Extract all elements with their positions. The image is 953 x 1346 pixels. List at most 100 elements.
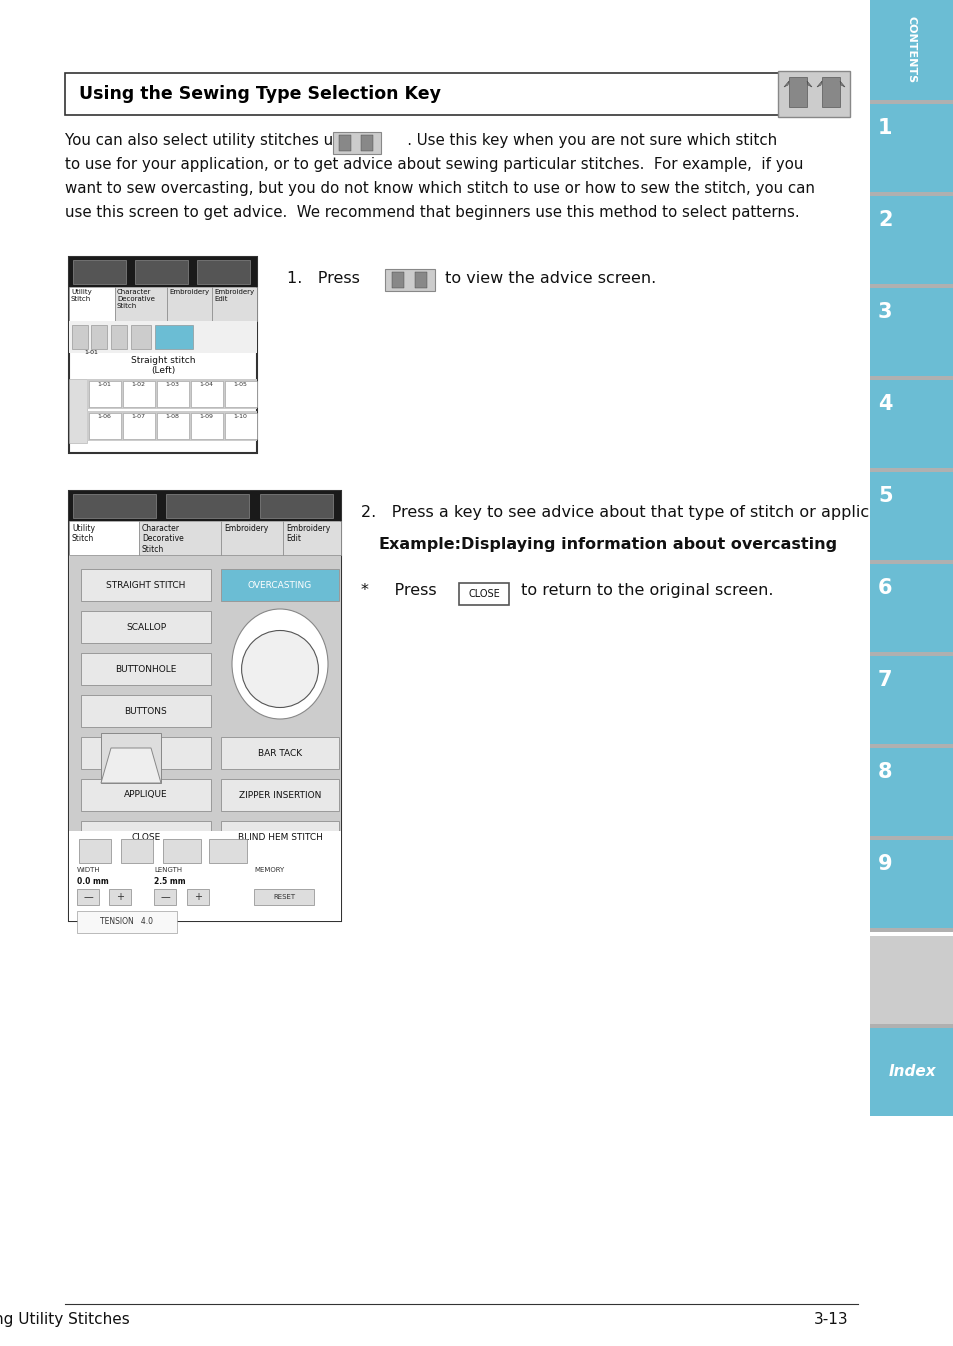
- Bar: [139, 521, 221, 555]
- Bar: [115, 287, 167, 320]
- Text: 1-05: 1-05: [233, 382, 247, 388]
- Bar: [196, 260, 250, 284]
- Bar: [71, 324, 88, 349]
- Text: 3-13: 3-13: [813, 1312, 847, 1327]
- Text: Using the Sewing Type Selection Key: Using the Sewing Type Selection Key: [79, 85, 440, 104]
- Bar: [77, 911, 177, 933]
- Bar: [123, 381, 154, 406]
- Bar: [81, 779, 211, 812]
- Bar: [221, 738, 338, 769]
- Bar: [869, 376, 953, 380]
- Bar: [81, 738, 211, 769]
- Bar: [166, 494, 249, 518]
- Bar: [69, 320, 256, 353]
- Text: ZIPPER INSERTION: ZIPPER INSERTION: [238, 790, 321, 800]
- Text: STRAIGHT STITCH: STRAIGHT STITCH: [106, 580, 186, 590]
- Text: 0.0 mm: 0.0 mm: [77, 878, 109, 886]
- Text: LENGTH: LENGTH: [153, 867, 182, 874]
- Text: 1-01: 1-01: [84, 350, 98, 355]
- Bar: [73, 494, 156, 518]
- Bar: [869, 0, 953, 100]
- Bar: [69, 491, 340, 921]
- Bar: [225, 413, 256, 439]
- Text: 1-01: 1-01: [97, 382, 112, 388]
- Bar: [869, 836, 953, 840]
- Bar: [778, 71, 849, 117]
- Bar: [163, 839, 201, 863]
- Bar: [869, 744, 953, 748]
- Text: 1-07: 1-07: [132, 415, 146, 419]
- Bar: [77, 888, 99, 905]
- Text: 2.   Press a key to see advice about that type of stitch or application.: 2. Press a key to see advice about that …: [360, 505, 914, 520]
- Text: WIDTH: WIDTH: [77, 867, 100, 874]
- Bar: [69, 257, 256, 287]
- Bar: [69, 555, 340, 830]
- Text: Embroidery: Embroidery: [224, 524, 268, 533]
- Text: 1-08: 1-08: [166, 415, 179, 419]
- Bar: [73, 260, 126, 284]
- Bar: [191, 381, 223, 406]
- Bar: [869, 100, 953, 104]
- Bar: [869, 1024, 953, 1028]
- Text: Utility
Stitch: Utility Stitch: [71, 289, 91, 302]
- Bar: [283, 521, 340, 555]
- Bar: [135, 260, 188, 284]
- Text: 1-02: 1-02: [132, 382, 146, 388]
- Text: Character
Decorative
Stitch: Character Decorative Stitch: [142, 524, 184, 553]
- Bar: [111, 324, 127, 349]
- Text: BLIND HEM STITCH: BLIND HEM STITCH: [237, 832, 322, 841]
- Text: *     Press: * Press: [360, 583, 436, 598]
- Bar: [91, 324, 107, 349]
- Bar: [333, 132, 380, 153]
- Text: 3: 3: [877, 302, 892, 322]
- Bar: [392, 272, 403, 288]
- Bar: [212, 287, 256, 320]
- Bar: [69, 830, 340, 921]
- Bar: [869, 380, 953, 468]
- Bar: [869, 935, 953, 1024]
- Bar: [81, 569, 211, 602]
- Text: BAR TACK: BAR TACK: [257, 748, 302, 758]
- Bar: [191, 413, 223, 439]
- Text: Displaying information about overcasting: Displaying information about overcasting: [460, 537, 836, 552]
- Bar: [869, 192, 953, 197]
- Bar: [221, 569, 338, 602]
- Bar: [360, 135, 373, 151]
- Bar: [869, 927, 953, 931]
- Text: 1.   Press: 1. Press: [287, 271, 359, 285]
- Text: Character
Decorative
Stitch: Character Decorative Stitch: [117, 289, 154, 310]
- Bar: [87, 380, 256, 409]
- Text: Example:: Example:: [378, 537, 461, 552]
- Bar: [869, 1028, 953, 1116]
- Bar: [109, 888, 131, 905]
- Text: 2: 2: [877, 210, 892, 230]
- Bar: [869, 840, 953, 927]
- Bar: [154, 324, 193, 349]
- Text: 1-09: 1-09: [199, 415, 213, 419]
- Bar: [221, 521, 283, 555]
- Bar: [869, 564, 953, 651]
- Bar: [81, 821, 211, 853]
- Bar: [69, 380, 87, 443]
- Text: MEMORY: MEMORY: [253, 867, 284, 874]
- Bar: [69, 287, 115, 320]
- Bar: [869, 288, 953, 376]
- Text: OVERCASTING: OVERCASTING: [248, 580, 312, 590]
- Bar: [123, 413, 154, 439]
- Bar: [253, 888, 314, 905]
- Bar: [415, 272, 427, 288]
- Bar: [69, 257, 256, 454]
- Bar: [87, 411, 256, 441]
- Text: —: —: [160, 892, 170, 902]
- Bar: [458, 583, 509, 604]
- Polygon shape: [816, 81, 821, 87]
- Text: want to sew overcasting, but you do not know which stitch to use or how to sew t: want to sew overcasting, but you do not …: [65, 180, 814, 197]
- Text: 5: 5: [877, 486, 892, 506]
- Bar: [167, 287, 212, 320]
- Bar: [81, 653, 211, 685]
- Polygon shape: [806, 81, 811, 87]
- Bar: [121, 839, 152, 863]
- Bar: [153, 888, 175, 905]
- Text: Embroidery: Embroidery: [169, 289, 209, 295]
- Bar: [260, 494, 333, 518]
